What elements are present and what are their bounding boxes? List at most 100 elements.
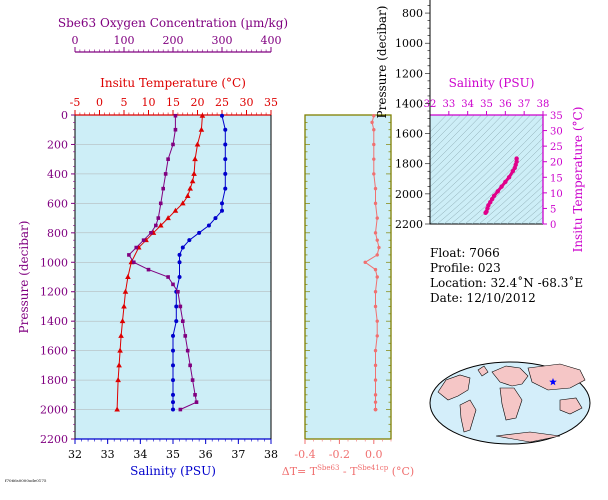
temperature-point [115, 377, 121, 383]
ts-x-tick-label: 37 [518, 99, 531, 110]
salinity-point [171, 400, 175, 405]
pressure-tick-label: 0 [61, 109, 68, 122]
salinity-tick-label: 37 [231, 448, 245, 461]
temperature-point [157, 222, 164, 228]
density-contour [430, 115, 510, 194]
temperature-point [184, 193, 191, 198]
pressure-tick-label: 1800 [40, 374, 68, 387]
salinity-point [206, 223, 211, 228]
pressure-tick-label: 1600 [40, 345, 68, 358]
density-contour [430, 115, 517, 200]
temperature-tick-label: 15 [166, 96, 180, 109]
dt-point [363, 260, 367, 264]
dt-point [373, 290, 378, 294]
salinity-tick-label: 33 [101, 448, 115, 461]
dt-point [375, 216, 379, 220]
density-contour [430, 115, 447, 133]
salinity-point [171, 348, 175, 353]
salinity-point [220, 201, 224, 206]
salinity-tick-label: 34 [133, 448, 147, 461]
density-contour [430, 115, 468, 154]
dt-point [372, 114, 376, 118]
series-line [172, 115, 226, 410]
temperature-point [187, 185, 193, 191]
ts-y-tick-label: 30 [550, 127, 563, 138]
temperature-tick-label: -5 [70, 96, 81, 109]
ts-x-tick-label: 34 [461, 99, 474, 110]
ts-point [499, 184, 504, 189]
upper-axis-tick-label: 2200 [395, 218, 423, 231]
float-id: Float: 7066 [430, 246, 500, 260]
oxygen-point [178, 407, 183, 412]
oxygen-point [158, 201, 163, 206]
density-contour [430, 115, 461, 147]
dt-point [372, 172, 376, 176]
oxygen-point [171, 282, 175, 287]
temperature-tick-label: 5 [121, 96, 128, 109]
temperature-difference-panel: -0.4 -0.2 0.0 ΔT= TSbe63 - TSbe41cp (°C) [282, 114, 414, 478]
dt-axis-label-part: (°C) [388, 465, 414, 478]
ts-y-tick-label: 25 [550, 142, 563, 153]
pressure-tick-label: 200 [47, 138, 68, 151]
pressure-tick-label: 1400 [40, 315, 68, 328]
ts-point [483, 210, 488, 215]
density-contours [430, 115, 543, 224]
dt-point [373, 186, 378, 191]
dt-point [375, 319, 379, 323]
float-info: Float: 7066 Profile: 023 Location: 32.4˚… [430, 246, 583, 306]
density-contour [443, 130, 543, 224]
oxygen-tick-label: 400 [261, 34, 282, 47]
dt-point [375, 238, 379, 242]
density-contour [478, 165, 543, 224]
oxygen-point [141, 238, 146, 242]
pressure-tick-label: 600 [47, 197, 68, 210]
temperature-tick-label: 25 [215, 96, 229, 109]
oxygen-point [149, 231, 153, 235]
map-land [459, 399, 477, 433]
pressure-tick-label: 2000 [40, 404, 68, 417]
dt-axis-label-part: Sbe41cp [357, 464, 388, 472]
density-contour [430, 115, 496, 181]
temperature-tick-label: 0 [96, 96, 103, 109]
dt-point [373, 378, 378, 382]
density-contour [430, 115, 454, 140]
salinity-point [171, 363, 175, 368]
dt-point [372, 128, 376, 132]
dt-line [364, 115, 380, 410]
density-contour [485, 172, 543, 224]
oxygen-point [146, 267, 151, 272]
oxygen-point [178, 304, 183, 309]
pressure-tick-label: 2200 [40, 433, 68, 446]
salinity-point [177, 252, 182, 257]
temperature-tick-label: 10 [142, 96, 156, 109]
temperature-point [199, 112, 206, 118]
dt-point [375, 275, 379, 279]
oxygen-point [156, 216, 161, 220]
dt-axis-label-part: Sbe63 [317, 464, 339, 472]
density-contour [450, 137, 543, 224]
dt-point [373, 363, 378, 368]
oxygen-point [188, 363, 192, 368]
date: Date: 12/10/2012 [430, 291, 536, 305]
salinity-point [223, 171, 228, 176]
upper-axis-tick-label: 1400 [395, 97, 423, 110]
salinity-axis-label: Salinity (PSU) [130, 464, 216, 478]
temperature-tick-label: 30 [240, 96, 254, 109]
pressure-tick-label: 800 [47, 227, 68, 240]
salinity-point [180, 245, 185, 250]
dt-point [370, 120, 374, 125]
oxygen-tick-label: 100 [114, 34, 135, 47]
temperature-point [119, 318, 126, 324]
oxygen-point [176, 289, 180, 294]
density-contour [436, 123, 543, 224]
ts-point [514, 156, 519, 161]
density-contour [513, 198, 543, 224]
oxygen-axis-label: Sbe63 Oxygen Concentration (µm/kg) [58, 16, 288, 30]
dt-point [373, 201, 378, 206]
map-land [499, 387, 523, 421]
dt-point [373, 231, 378, 235]
temperature-point [165, 215, 171, 221]
density-contour [464, 151, 543, 224]
ts-y-tick-label: 15 [550, 173, 563, 184]
